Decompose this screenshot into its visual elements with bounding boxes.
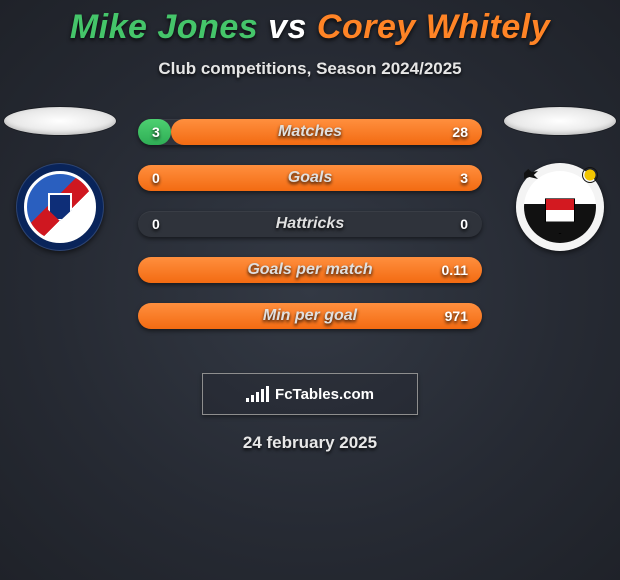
stat-row: Matches328 xyxy=(138,119,482,145)
player2-bar xyxy=(138,303,482,329)
subtitle: Club competitions, Season 2024/2025 xyxy=(0,59,620,79)
brand-box: FcTables.com xyxy=(202,373,418,415)
stats-arena: Matches328 Goals03 Hattricks0 0 Goals per ma… xyxy=(0,119,620,349)
player1-name: Mike Jones xyxy=(70,8,258,46)
stat-label: Hattricks xyxy=(138,211,482,237)
player2-name: Corey Whitely xyxy=(317,8,550,46)
stat-row: Hattricks0 0 xyxy=(138,211,482,237)
player1-side xyxy=(0,107,120,251)
page-title: Mike Jones vs Corey Whitely xyxy=(0,8,620,47)
vs-word: vs xyxy=(268,8,307,46)
comparison-card: Mike Jones vs Corey Whitely Club competi… xyxy=(0,0,620,580)
team1-crest xyxy=(16,163,104,251)
player2-bar xyxy=(138,257,482,283)
brand-bars-icon xyxy=(246,386,269,402)
player1-photo-placeholder xyxy=(4,107,116,135)
player2-bar xyxy=(171,119,482,145)
player1-bar xyxy=(138,119,171,145)
player2-side xyxy=(500,107,620,251)
date-string: 24 february 2025 xyxy=(0,433,620,453)
player2-photo-placeholder xyxy=(504,107,616,135)
team2-crest xyxy=(516,163,604,251)
stat-row: Goals03 xyxy=(138,165,482,191)
player1-value: 0 xyxy=(152,211,160,237)
stat-row: Goals per match0.11 xyxy=(138,257,482,283)
stat-row: Min per goal971 xyxy=(138,303,482,329)
stat-rows: Matches328 Goals03 Hattricks0 0 Goals per ma… xyxy=(138,119,482,349)
player2-value: 0 xyxy=(460,211,468,237)
brand-text: FcTables.com xyxy=(275,386,374,403)
player2-bar xyxy=(138,165,482,191)
